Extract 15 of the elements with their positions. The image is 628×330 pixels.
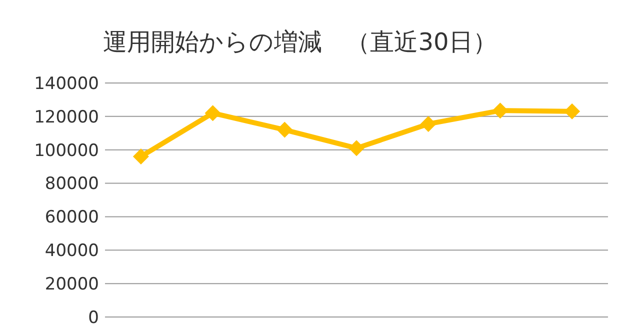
y-tick-label: 40000 — [44, 241, 99, 262]
point — [420, 116, 436, 132]
y-tick-label: 20000 — [44, 274, 99, 295]
point — [348, 140, 364, 156]
y-tick-label: 80000 — [44, 174, 99, 194]
y-tick-label: 0 — [88, 308, 99, 328]
point — [132, 148, 149, 165]
y-tick-label: 140000 — [34, 74, 99, 94]
chart-title: 運用開始からの増減 （直近30日） — [103, 28, 497, 56]
point — [564, 103, 580, 120]
y-tick-label: 60000 — [44, 208, 99, 228]
point — [204, 105, 221, 122]
point — [276, 122, 293, 138]
y-tick-label: 100000 — [34, 140, 99, 161]
y-tick-label: 120000 — [34, 107, 99, 128]
